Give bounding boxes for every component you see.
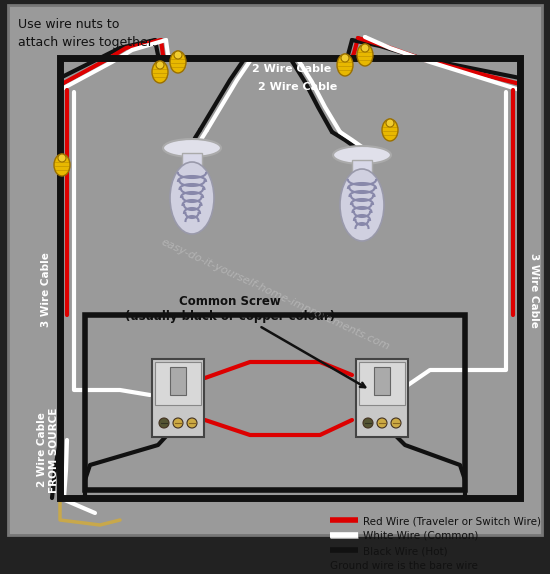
Text: Use wire nuts to
attach wires together.: Use wire nuts to attach wires together. [18,18,156,49]
Circle shape [363,418,373,428]
Ellipse shape [170,162,214,234]
Text: White Wire (Common): White Wire (Common) [363,531,478,541]
Ellipse shape [58,154,66,162]
Text: Ground wire is the bare wire: Ground wire is the bare wire [330,561,478,571]
Bar [152,359,204,437]
Ellipse shape [170,51,186,73]
Circle shape [187,418,197,428]
Bar [374,367,390,395]
Ellipse shape [174,51,182,59]
Circle shape [159,418,169,428]
Ellipse shape [152,61,168,83]
Ellipse shape [333,146,391,164]
Bar [182,153,202,171]
Ellipse shape [54,154,70,176]
Text: easy-do-it-yourself-home-improvements.com: easy-do-it-yourself-home-improvements.co… [159,238,391,352]
Text: 3 Wire Cable: 3 Wire Cable [529,253,539,327]
Bar [155,362,201,405]
Bar [85,315,465,490]
Bar [170,367,186,395]
Circle shape [377,418,387,428]
Bar [352,160,372,178]
Circle shape [391,418,401,428]
Text: 2 Wire Cable
FROM SOURCE: 2 Wire Cable FROM SOURCE [37,408,59,492]
Bar [356,359,408,437]
Ellipse shape [341,54,349,62]
Ellipse shape [386,119,394,127]
Ellipse shape [382,119,398,141]
Text: Black Wire (Hot): Black Wire (Hot) [363,546,448,556]
Ellipse shape [357,44,373,66]
Ellipse shape [337,54,353,76]
Text: 2 Wire Cable: 2 Wire Cable [252,64,331,74]
Bar [60,58,520,498]
Bar [359,362,405,405]
Circle shape [173,418,183,428]
Ellipse shape [156,61,164,69]
Text: 3 Wire Cable: 3 Wire Cable [41,253,51,327]
Text: 2 Wire Cable: 2 Wire Cable [258,82,337,92]
Ellipse shape [163,139,221,157]
Ellipse shape [340,169,384,241]
Ellipse shape [361,44,369,52]
Text: Red Wire (Traveler or Switch Wire): Red Wire (Traveler or Switch Wire) [363,516,541,526]
Text: Common Screw
(usually black or copper colour): Common Screw (usually black or copper co… [125,295,365,387]
